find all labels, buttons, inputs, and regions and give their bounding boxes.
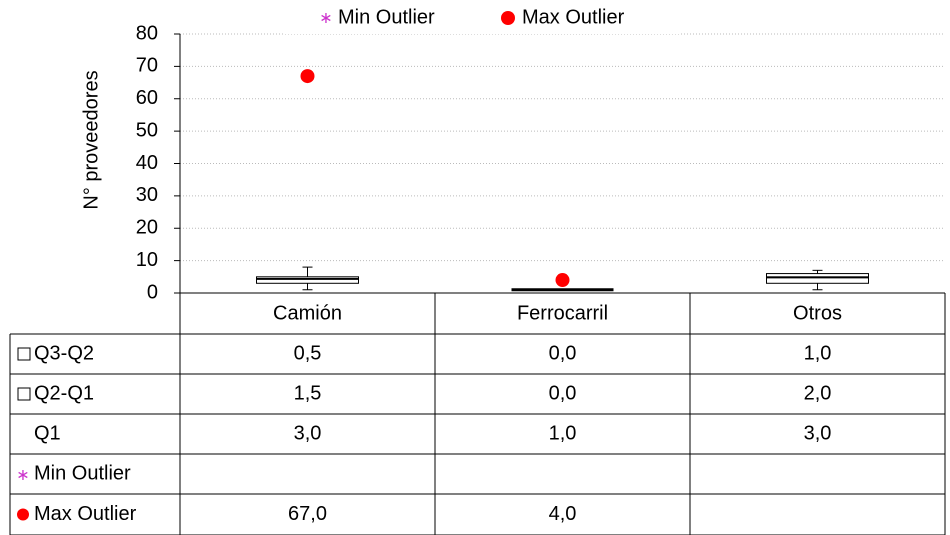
y-axis-label: N° proveedores bbox=[80, 70, 102, 209]
table-row-label: Min Outlier bbox=[34, 462, 131, 484]
legend-label: Max Outlier bbox=[522, 6, 625, 28]
table-cell: 1,0 bbox=[549, 422, 577, 444]
legend-key bbox=[17, 347, 31, 361]
y-tick-label: 10 bbox=[136, 249, 158, 271]
y-tick-label: 40 bbox=[136, 152, 158, 174]
table-cell: 0,0 bbox=[549, 342, 577, 364]
legend-key: ∗ bbox=[16, 467, 29, 484]
table-cell: 3,0 bbox=[804, 422, 832, 444]
legend-bg bbox=[285, 2, 680, 34]
y-tick-label: 60 bbox=[136, 87, 158, 109]
table-cell: 4,0 bbox=[549, 503, 577, 525]
x-tick-label: Otros bbox=[793, 302, 842, 324]
table-cell: 3,0 bbox=[294, 422, 322, 444]
legend-key: ∗ bbox=[319, 10, 332, 27]
legend-key bbox=[17, 387, 31, 401]
legend-label: Min Outlier bbox=[338, 6, 435, 28]
y-tick-label: 20 bbox=[136, 217, 158, 239]
max-outlier bbox=[300, 69, 315, 84]
table-row-label: Q1 bbox=[34, 422, 61, 444]
y-tick-label: 70 bbox=[136, 55, 158, 77]
table-cell: 0,5 bbox=[294, 342, 322, 364]
y-tick-label: 30 bbox=[136, 184, 158, 206]
table-cell: 2,0 bbox=[804, 382, 832, 404]
table-cell: 1,0 bbox=[804, 342, 832, 364]
x-tick-label: Ferrocarril bbox=[517, 302, 608, 324]
y-tick-label: 50 bbox=[136, 119, 158, 141]
legend-key bbox=[501, 11, 515, 25]
box bbox=[766, 273, 869, 278]
max-outlier bbox=[555, 273, 570, 288]
table-row-label: Q3-Q2 bbox=[34, 342, 94, 364]
table-cell: 1,5 bbox=[294, 382, 322, 404]
table-cell: 0,0 bbox=[549, 382, 577, 404]
y-tick-label: 0 bbox=[147, 281, 158, 303]
table-row-label: Max Outlier bbox=[34, 503, 137, 525]
box bbox=[256, 276, 359, 279]
y-tick-label: 80 bbox=[136, 22, 158, 44]
table-cell: 67,0 bbox=[288, 503, 327, 525]
table-row-label: Q2-Q1 bbox=[34, 382, 94, 404]
x-tick-label: Camión bbox=[273, 302, 342, 324]
legend-key bbox=[17, 508, 29, 521]
